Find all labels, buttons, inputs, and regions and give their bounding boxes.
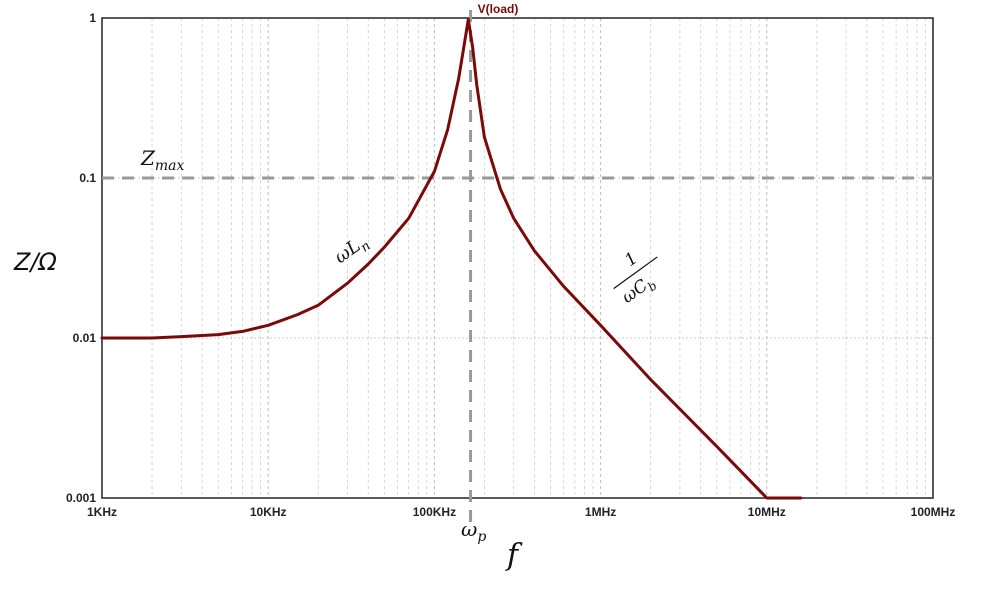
zmax-label: Zmax xyxy=(140,146,185,174)
reference-lines xyxy=(102,10,933,528)
plot-frame xyxy=(101,17,934,499)
x-axis-label: f xyxy=(505,538,523,573)
zmax-label-base: Z xyxy=(140,146,156,170)
y-tick-labels: 1 0.1 0.01 0.001 xyxy=(66,11,96,505)
chart-title: V(load) xyxy=(478,2,519,16)
wp-label: ωp xyxy=(461,517,486,545)
x-tick-label: 10KHz xyxy=(250,505,287,519)
zmax-label-sub: max xyxy=(155,158,185,174)
x-tick-label: 1KHz xyxy=(87,505,117,519)
y-tick-label: 0.1 xyxy=(79,171,96,185)
y-tick-label: 0.001 xyxy=(66,491,96,505)
wp-label-sub: p xyxy=(477,529,486,545)
y-tick-label: 0.01 xyxy=(73,331,97,345)
capacitive-numerator: 1 xyxy=(621,248,642,271)
x-tick-label: 10MHz xyxy=(748,505,786,519)
grid xyxy=(102,18,933,498)
x-tick-label: 1MHz xyxy=(585,505,616,519)
x-tick-labels: 1KHz 10KHz 100KHz 1MHz 10MHz 100MHz xyxy=(87,505,955,519)
impedance-curve xyxy=(100,17,803,500)
capacitive-fraction-bar xyxy=(613,256,658,290)
y-axis-label: Z/Ω xyxy=(13,248,58,276)
x-tick-label: 100MHz xyxy=(911,505,956,519)
capacitive-denominator-base: ωC xyxy=(618,276,651,308)
inductive-label-base: ωL xyxy=(331,235,365,268)
x-tick-label: 100KHz xyxy=(413,505,456,519)
wp-label-base: ω xyxy=(461,517,477,541)
y-tick-label: 1 xyxy=(89,11,96,25)
capacitive-label: 1 ωCb xyxy=(613,248,660,310)
svg-text:ωCb: ωCb xyxy=(618,271,659,310)
